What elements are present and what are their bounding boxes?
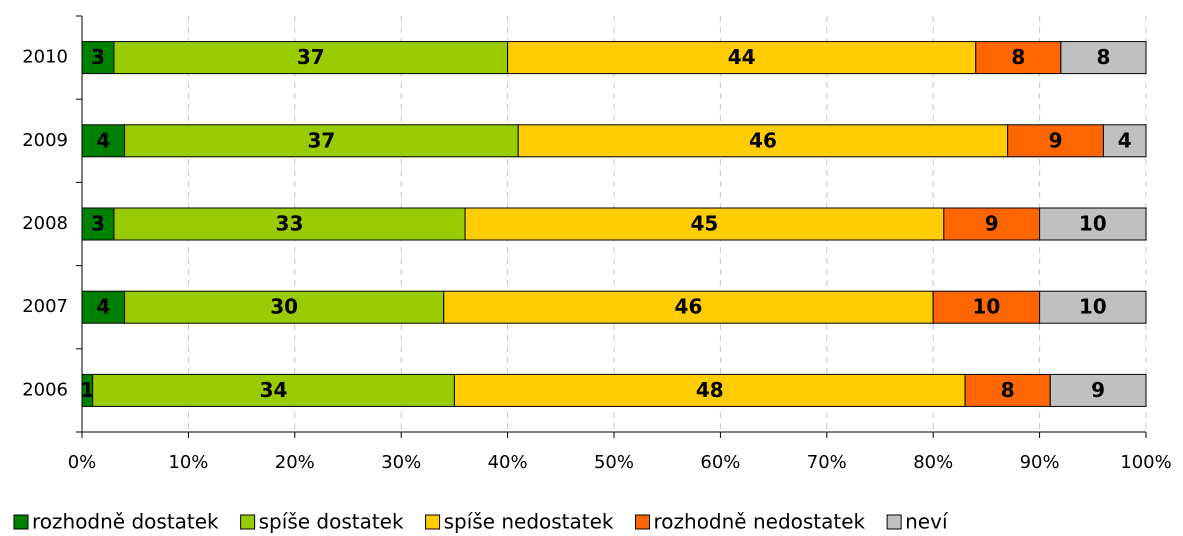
data-label: 4 [1118, 128, 1132, 152]
legend-swatch [635, 514, 650, 530]
data-label: 4 [96, 128, 110, 152]
y-tick-label: 2009 [22, 130, 68, 151]
x-tick-label: 10% [168, 452, 208, 473]
bar-segment [113, 207, 466, 241]
data-label: 48 [696, 378, 724, 402]
bar-segment [507, 41, 977, 75]
bar-segment [1060, 41, 1147, 75]
bar-segment [124, 290, 445, 324]
x-tick-label: 60% [700, 452, 740, 473]
bar-segment [964, 373, 1051, 407]
data-label: 8 [1001, 378, 1015, 402]
data-label: 33 [276, 212, 304, 236]
data-label: 9 [1091, 378, 1105, 402]
x-tick-label: 90% [1020, 452, 1060, 473]
x-tick-label: 70% [807, 452, 847, 473]
legend-label: spíše nedostatek [444, 510, 614, 534]
legend-swatch [886, 514, 902, 530]
bar-segment [92, 373, 455, 407]
bar-segment [453, 373, 966, 407]
data-label: 37 [307, 128, 335, 152]
x-tick-label: 100% [1120, 452, 1171, 473]
bar-segment [517, 124, 1009, 158]
bar-segment [443, 290, 934, 324]
bar-segment [1039, 207, 1147, 241]
bar-segment [932, 290, 1041, 324]
bar-segment [975, 41, 1062, 75]
x-tick-label: 50% [594, 452, 634, 473]
x-tick-label: 80% [913, 452, 953, 473]
y-tick-label: 2007 [22, 296, 68, 317]
bar-segment [1102, 124, 1147, 158]
bar-segment [124, 124, 519, 158]
y-tick-label: 2006 [22, 379, 68, 400]
x-tick-label: 0% [68, 452, 97, 473]
data-label: 3 [91, 45, 105, 69]
data-label: 8 [1011, 45, 1025, 69]
data-label: 10 [972, 295, 1000, 319]
bar-segment [1007, 124, 1104, 158]
data-label: 30 [270, 295, 298, 319]
data-label: 10 [1079, 212, 1107, 236]
bar-segment [464, 207, 945, 241]
x-tick-label: 20% [275, 452, 315, 473]
data-label: 9 [985, 212, 999, 236]
legend-swatch [13, 514, 29, 530]
bar-segment [81, 41, 115, 75]
data-label: 44 [728, 45, 756, 69]
data-label: 10 [1079, 295, 1107, 319]
data-label: 46 [675, 295, 703, 319]
legend-label: rozhodně dostatek [32, 510, 219, 534]
data-label: 37 [297, 45, 325, 69]
data-label: 1 [80, 378, 94, 402]
legend-label: rozhodně nedostatek [654, 510, 866, 534]
y-tick-label: 2008 [22, 213, 68, 234]
data-label: 34 [260, 378, 288, 402]
bar-segment [1039, 290, 1147, 324]
data-label: 3 [91, 212, 105, 236]
legend-swatch [240, 514, 256, 530]
x-tick-label: 30% [381, 452, 421, 473]
legend-label: neví [905, 510, 949, 534]
data-label: 46 [749, 128, 777, 152]
data-label: 8 [1096, 45, 1110, 69]
data-label: 9 [1049, 128, 1063, 152]
bar-segment [81, 124, 126, 158]
legend-swatch [425, 514, 441, 530]
data-label: 45 [691, 212, 719, 236]
bar-segment [113, 41, 509, 75]
data-label: 4 [96, 295, 110, 319]
x-tick-label: 40% [488, 452, 528, 473]
y-tick-label: 2010 [22, 47, 68, 68]
legend-label: spíše dostatek [259, 510, 404, 534]
bar-segment [1049, 373, 1147, 407]
